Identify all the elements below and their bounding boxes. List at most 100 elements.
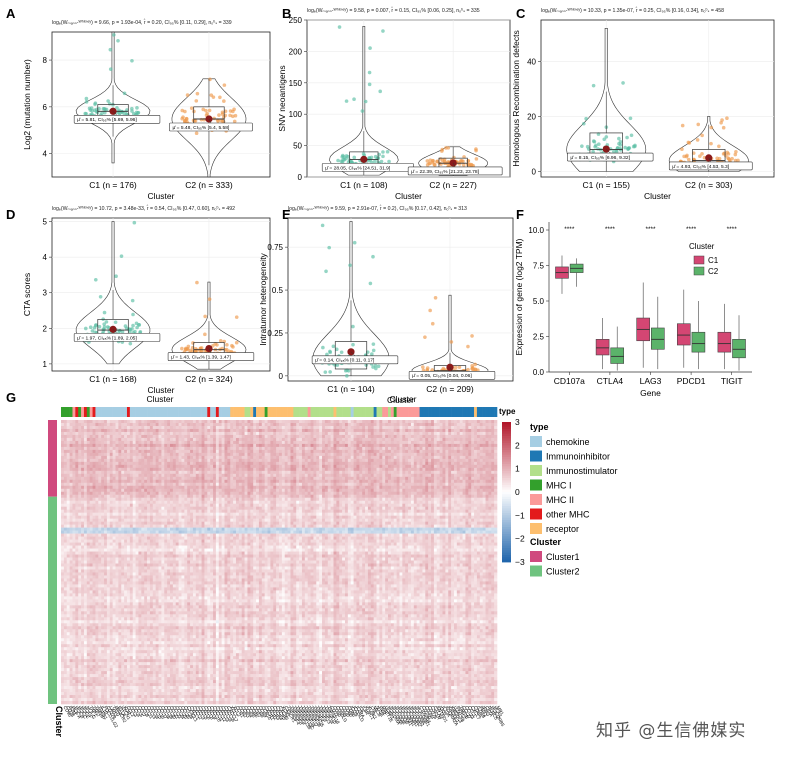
heat-cell — [213, 425, 217, 430]
heat-cell — [422, 420, 426, 424]
heat-cell — [419, 482, 423, 487]
heat-cell — [152, 485, 156, 490]
heat-cell — [192, 491, 197, 496]
heat-cell — [290, 464, 294, 469]
y-tick-label: 7.5 — [533, 262, 545, 271]
heat-cell — [388, 488, 392, 493]
heat-cell — [233, 485, 237, 490]
heat-cell — [147, 464, 151, 469]
heat-cell — [281, 488, 286, 493]
heat-cell — [273, 485, 277, 490]
heat-cell — [359, 461, 363, 466]
heat-cell — [164, 488, 168, 493]
heat-cell — [238, 488, 243, 493]
heat-cell — [456, 449, 461, 454]
heat-cell — [267, 440, 271, 445]
heat-cell — [468, 420, 472, 424]
heat-cell — [310, 449, 314, 454]
heat-cell — [376, 440, 380, 445]
heat-cell — [327, 452, 331, 457]
heat-cell — [170, 470, 174, 475]
heat-cell — [293, 455, 297, 460]
data-point — [428, 161, 432, 166]
heat-cell — [178, 452, 182, 457]
heat-cell — [396, 479, 400, 484]
type-cell — [258, 407, 263, 417]
heat-cell — [362, 464, 366, 469]
mean-label-C-2: μ̂ = 4.93, CI₉₅% [4.53, 5.3] — [672, 164, 730, 170]
y-axis-label-E: Intratumor heterogeneity — [258, 252, 268, 345]
heat-cell — [367, 455, 372, 460]
signif-label: **** — [564, 226, 575, 233]
heat-cell — [170, 473, 174, 478]
heat-cell — [439, 488, 443, 493]
heat-cell — [121, 440, 125, 445]
heat-cell — [299, 464, 303, 469]
heat-cell — [408, 458, 412, 463]
heat-cell — [72, 494, 76, 499]
heat-cell — [428, 482, 432, 487]
heat-cell — [258, 464, 263, 469]
heat-cell — [201, 431, 205, 436]
heat-cell — [419, 422, 423, 427]
data-point — [680, 147, 684, 151]
heat-cell — [86, 443, 90, 448]
heat-cell — [138, 431, 142, 436]
heat-cell — [405, 488, 409, 493]
heat-cell — [353, 446, 357, 451]
heat-cell — [201, 473, 205, 478]
heat-cell — [250, 449, 254, 454]
heat-cell — [164, 473, 168, 478]
heat-cell — [422, 482, 426, 487]
heat-cell — [101, 452, 105, 457]
heat-cell — [342, 461, 346, 466]
heat-cell — [385, 452, 389, 457]
heat-cell — [244, 467, 248, 472]
heat-cell — [293, 449, 297, 454]
panel-letter-A: A — [6, 6, 16, 21]
heat-cell — [296, 420, 300, 424]
heat-cell — [428, 455, 432, 460]
heat-cell — [258, 473, 263, 478]
data-point — [700, 151, 704, 156]
heat-cell — [175, 488, 179, 493]
type-cell — [109, 407, 113, 417]
heat-cell — [376, 473, 380, 478]
data-point — [381, 154, 385, 159]
heat-cell — [63, 461, 68, 466]
heat-cell — [416, 449, 420, 454]
label-leader — [363, 159, 369, 164]
heat-cell — [184, 482, 188, 487]
heat-cell — [75, 482, 79, 487]
heat-cell — [284, 428, 288, 433]
heat-cell — [83, 455, 88, 460]
heat-cell — [453, 482, 458, 487]
heat-cell — [233, 491, 237, 496]
heat-cell — [425, 467, 429, 472]
type-cell — [382, 407, 386, 417]
type-cell — [66, 407, 70, 417]
heat-cell — [479, 420, 483, 424]
heat-cell — [322, 455, 326, 460]
heat-cell — [241, 485, 245, 490]
heat-cell — [373, 464, 377, 469]
heat-cell — [152, 420, 156, 424]
heat-cell — [416, 473, 420, 478]
heat-cell — [187, 467, 191, 472]
heat-cell — [95, 452, 99, 457]
heat-cell — [431, 443, 435, 448]
data-point — [345, 374, 349, 378]
heat-cell — [327, 455, 331, 460]
heat-cell — [215, 455, 220, 460]
heat-cell — [299, 443, 303, 448]
heat-cell — [416, 422, 420, 427]
heat-cell — [253, 440, 257, 445]
heat-cell — [310, 473, 314, 478]
y-axis-label-D: CTA scores — [22, 273, 32, 316]
heat-cell — [442, 467, 446, 472]
heat-cell — [256, 473, 260, 478]
heat-cell — [247, 449, 251, 454]
heat-cell — [385, 488, 389, 493]
heat-cell — [367, 491, 372, 496]
heat-cell — [301, 458, 306, 463]
